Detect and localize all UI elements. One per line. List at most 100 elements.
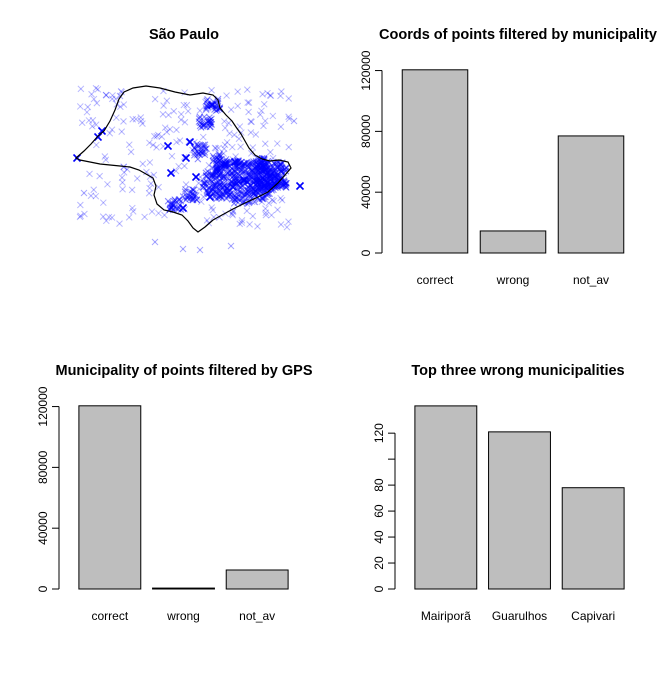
map-point [233, 162, 241, 170]
map-point [213, 104, 220, 112]
map-point [129, 115, 137, 123]
map-point [202, 98, 209, 106]
map-point [248, 198, 256, 206]
map-point [161, 211, 168, 219]
map-point [182, 181, 190, 188]
map-point [90, 95, 98, 103]
map-point [208, 115, 215, 123]
map-point [208, 86, 215, 94]
map-point [216, 170, 224, 178]
map-point [221, 163, 229, 171]
map-point [233, 162, 241, 170]
map-point [215, 105, 223, 113]
map-point [285, 143, 293, 151]
map-point [224, 192, 232, 200]
map-point [209, 183, 217, 191]
map-point [243, 86, 251, 93]
map-point [209, 185, 217, 193]
map-point [239, 169, 247, 177]
map-point [209, 185, 216, 193]
map-point [191, 144, 198, 152]
map-point [202, 123, 210, 131]
map-point [203, 186, 211, 194]
map-point [235, 160, 243, 168]
map-point [202, 106, 210, 114]
map-point [222, 160, 230, 168]
map-point [193, 151, 201, 159]
map-point [133, 175, 141, 182]
map-point [244, 186, 252, 194]
map-point [194, 155, 202, 163]
map-point [235, 135, 243, 143]
map-point [267, 173, 275, 181]
map-point [174, 197, 182, 205]
map-point [245, 192, 253, 200]
map-point [209, 152, 217, 160]
map-point [147, 180, 155, 187]
map-point [250, 190, 257, 198]
map-point [129, 208, 137, 215]
map-point [229, 207, 237, 215]
map-title: São Paulo [149, 27, 219, 43]
map-point [221, 161, 229, 169]
map-point [178, 203, 188, 213]
map-point [256, 111, 264, 118]
map-point [233, 158, 241, 166]
map-point [220, 173, 228, 181]
map-point [204, 118, 212, 125]
map-point [227, 178, 235, 186]
bar-wrong [152, 587, 215, 590]
map-point [250, 189, 258, 197]
map-point [207, 100, 217, 110]
map-point [148, 208, 156, 215]
map-point [213, 159, 220, 167]
map-point [234, 102, 242, 110]
map-point [244, 99, 252, 106]
map-point [88, 90, 95, 98]
map-point [231, 168, 239, 176]
map-point [209, 164, 216, 172]
map-point [237, 166, 245, 174]
map-point [163, 128, 171, 136]
map-point [207, 177, 215, 184]
map-point [230, 199, 238, 207]
map-point [228, 169, 236, 177]
map-point [194, 148, 202, 155]
map-point [246, 172, 254, 180]
map-point [199, 133, 207, 141]
map-point [270, 197, 278, 205]
map-point [214, 165, 222, 172]
map-point [216, 105, 224, 113]
map-point [233, 190, 241, 198]
category-label: not_av [239, 609, 275, 623]
map-point [283, 223, 291, 231]
map-point [168, 200, 176, 208]
map-point [196, 246, 204, 254]
map-point [237, 189, 245, 197]
map-point [236, 168, 244, 176]
map-point [190, 186, 198, 194]
map-point [268, 211, 275, 219]
map-point [235, 190, 242, 197]
map-point [187, 193, 195, 201]
map-point [241, 169, 249, 177]
map-point [218, 194, 226, 202]
map-point [155, 183, 162, 191]
bar-wrong [479, 230, 547, 254]
map-point [222, 160, 229, 168]
map-point [105, 213, 113, 221]
map-point [217, 187, 224, 195]
map-point [179, 245, 187, 253]
map-point [228, 182, 238, 192]
map-point [163, 97, 171, 105]
map-point [235, 160, 242, 168]
map-point [189, 194, 197, 202]
map-point [88, 122, 96, 130]
map-point [116, 220, 123, 227]
map-point [209, 206, 217, 214]
map-point [143, 168, 150, 176]
map-point [243, 207, 251, 215]
map-point [238, 189, 246, 197]
map-point [198, 147, 206, 155]
map-point [207, 118, 215, 126]
